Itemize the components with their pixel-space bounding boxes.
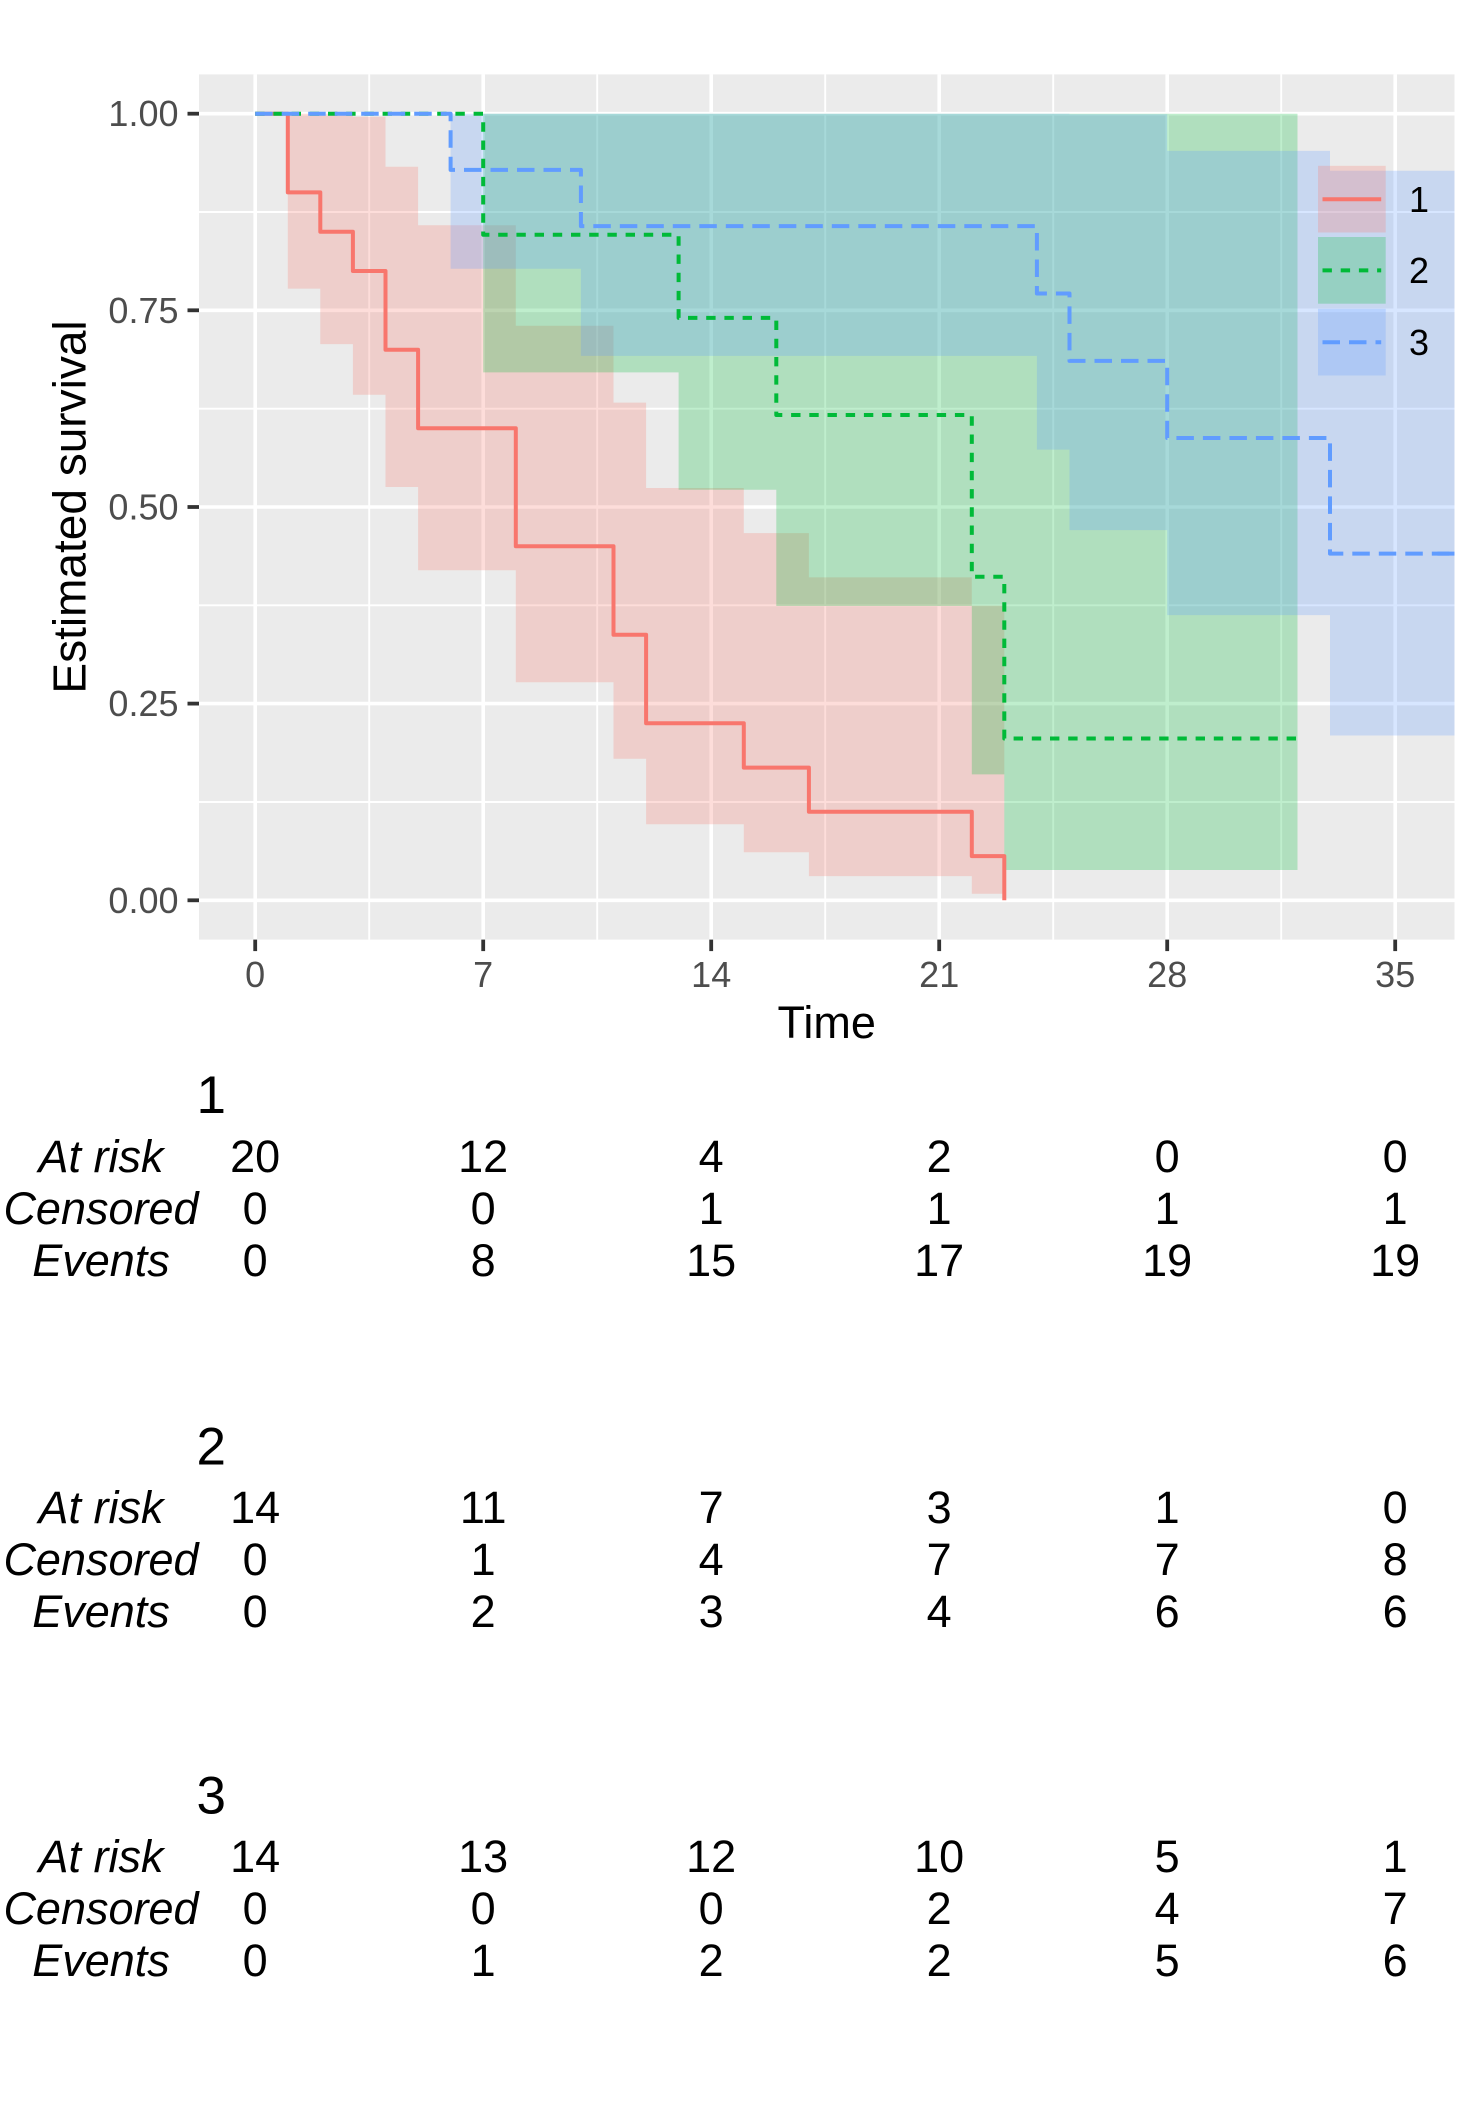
- svg-text:4: 4: [927, 1586, 952, 1637]
- svg-text:1: 1: [471, 1935, 496, 1986]
- svg-text:6: 6: [1155, 1586, 1180, 1637]
- svg-text:10: 10: [914, 1831, 964, 1882]
- svg-text:3: 3: [699, 1586, 724, 1637]
- svg-text:Events: Events: [32, 1586, 170, 1637]
- svg-text:0: 0: [1383, 1131, 1408, 1182]
- svg-text:6: 6: [1383, 1586, 1408, 1637]
- svg-text:1: 1: [471, 1534, 496, 1585]
- svg-text:1: 1: [927, 1183, 952, 1234]
- svg-text:7: 7: [927, 1534, 952, 1585]
- svg-text:0: 0: [243, 1235, 268, 1286]
- svg-text:0: 0: [699, 1883, 724, 1934]
- svg-text:5: 5: [1155, 1831, 1180, 1882]
- svg-text:At risk: At risk: [35, 1482, 166, 1533]
- svg-text:6: 6: [1383, 1935, 1408, 1986]
- svg-text:21: 21: [919, 954, 959, 995]
- svg-text:2: 2: [699, 1935, 724, 1986]
- svg-text:At risk: At risk: [35, 1831, 166, 1882]
- svg-text:0: 0: [243, 1935, 268, 1986]
- svg-text:Time: Time: [778, 997, 876, 1048]
- svg-text:0.75: 0.75: [108, 290, 178, 331]
- svg-text:2: 2: [1409, 250, 1429, 291]
- svg-text:0: 0: [1383, 1482, 1408, 1533]
- svg-text:At risk: At risk: [35, 1131, 166, 1182]
- svg-text:3: 3: [197, 1767, 226, 1826]
- svg-text:Censored: Censored: [3, 1534, 200, 1585]
- svg-text:14: 14: [230, 1482, 280, 1533]
- svg-text:28: 28: [1147, 954, 1187, 995]
- svg-text:12: 12: [458, 1131, 508, 1182]
- svg-text:0.00: 0.00: [108, 880, 178, 921]
- svg-text:4: 4: [1155, 1883, 1180, 1934]
- svg-text:1: 1: [1409, 179, 1429, 220]
- svg-text:5: 5: [1155, 1935, 1180, 1986]
- svg-text:1: 1: [1155, 1183, 1180, 1234]
- svg-text:1: 1: [1155, 1482, 1180, 1533]
- svg-text:20: 20: [230, 1131, 280, 1182]
- svg-text:0: 0: [243, 1883, 268, 1934]
- svg-text:2: 2: [197, 1418, 226, 1477]
- svg-text:14: 14: [691, 954, 731, 995]
- svg-text:7: 7: [1155, 1534, 1180, 1585]
- svg-text:3: 3: [1409, 322, 1429, 363]
- svg-text:12: 12: [686, 1831, 736, 1882]
- svg-text:1: 1: [197, 1066, 226, 1125]
- svg-text:19: 19: [1142, 1235, 1192, 1286]
- svg-text:8: 8: [1383, 1534, 1408, 1585]
- svg-text:1.00: 1.00: [108, 93, 178, 134]
- svg-text:11: 11: [460, 1482, 507, 1533]
- svg-text:35: 35: [1375, 954, 1415, 995]
- svg-text:19: 19: [1370, 1235, 1420, 1286]
- svg-text:0: 0: [1155, 1131, 1180, 1182]
- svg-text:0: 0: [243, 1183, 268, 1234]
- svg-text:1: 1: [1383, 1183, 1408, 1234]
- svg-text:2: 2: [471, 1586, 496, 1637]
- svg-text:7: 7: [699, 1482, 724, 1533]
- svg-text:1: 1: [1383, 1831, 1408, 1882]
- svg-text:0.25: 0.25: [108, 683, 178, 724]
- svg-text:0: 0: [243, 1534, 268, 1585]
- svg-text:2: 2: [927, 1935, 952, 1986]
- svg-text:7: 7: [1383, 1883, 1408, 1934]
- svg-text:3: 3: [927, 1482, 952, 1533]
- svg-text:Estimated survival: Estimated survival: [44, 320, 96, 693]
- svg-text:7: 7: [473, 954, 493, 995]
- svg-text:0.50: 0.50: [108, 487, 178, 528]
- svg-text:4: 4: [699, 1534, 724, 1585]
- svg-text:4: 4: [699, 1131, 724, 1182]
- svg-text:Censored: Censored: [3, 1883, 200, 1934]
- svg-text:0: 0: [471, 1183, 496, 1234]
- svg-text:0: 0: [243, 1586, 268, 1637]
- svg-text:Events: Events: [32, 1235, 170, 1286]
- svg-text:14: 14: [230, 1831, 280, 1882]
- svg-text:0: 0: [245, 954, 265, 995]
- svg-text:17: 17: [914, 1235, 964, 1286]
- svg-text:Events: Events: [32, 1935, 170, 1986]
- svg-text:15: 15: [686, 1235, 736, 1286]
- svg-text:Censored: Censored: [3, 1183, 200, 1234]
- svg-text:13: 13: [458, 1831, 508, 1882]
- svg-text:2: 2: [927, 1883, 952, 1934]
- svg-text:0: 0: [471, 1883, 496, 1934]
- svg-text:1: 1: [699, 1183, 724, 1234]
- svg-text:2: 2: [927, 1131, 952, 1182]
- svg-text:8: 8: [471, 1235, 496, 1286]
